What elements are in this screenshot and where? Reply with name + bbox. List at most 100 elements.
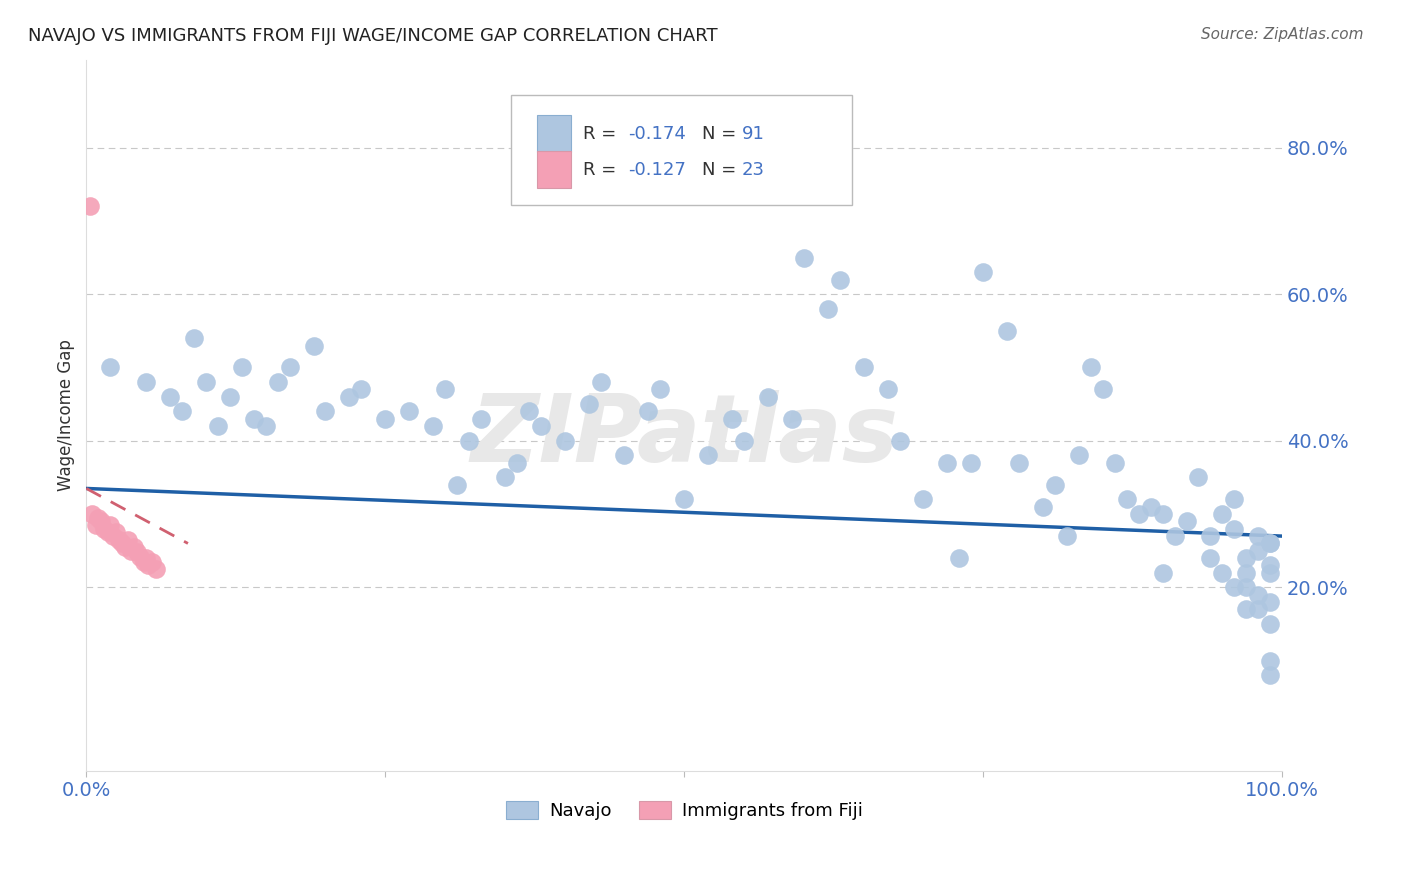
Point <box>1258 558 1281 573</box>
Text: 23: 23 <box>741 161 765 178</box>
Point <box>458 434 481 448</box>
Point <box>1234 602 1257 616</box>
Point <box>90 515 112 529</box>
Text: -0.127: -0.127 <box>628 161 686 178</box>
Point <box>1258 536 1281 550</box>
Legend: Navajo, Immigrants from Fiji: Navajo, Immigrants from Fiji <box>501 796 869 826</box>
Point <box>446 477 468 491</box>
Point <box>1234 581 1257 595</box>
Point <box>828 272 851 286</box>
Point <box>422 419 444 434</box>
Point <box>93 522 115 536</box>
Point <box>98 360 121 375</box>
Text: 91: 91 <box>741 125 765 144</box>
Point <box>398 404 420 418</box>
Point <box>995 324 1018 338</box>
Point <box>1008 456 1031 470</box>
Point <box>374 412 396 426</box>
Point <box>1139 500 1161 514</box>
Point <box>314 404 336 418</box>
Point <box>517 404 540 418</box>
Point <box>101 529 124 543</box>
Point <box>948 551 970 566</box>
Point <box>637 404 659 418</box>
Point <box>554 434 576 448</box>
Point <box>194 375 217 389</box>
Point <box>434 383 457 397</box>
Point <box>1258 617 1281 632</box>
Point <box>218 390 240 404</box>
Point <box>852 360 875 375</box>
Point <box>1223 522 1246 536</box>
Point <box>530 419 553 434</box>
Point <box>141 555 163 569</box>
Point <box>159 390 181 404</box>
Point <box>697 449 720 463</box>
Point <box>82 507 104 521</box>
Text: NAVAJO VS IMMIGRANTS FROM FIJI WAGE/INCOME GAP CORRELATION CHART: NAVAJO VS IMMIGRANTS FROM FIJI WAGE/INCO… <box>28 27 717 45</box>
Point <box>266 375 288 389</box>
Point <box>1080 360 1102 375</box>
Point <box>1234 566 1257 580</box>
Point <box>207 419 229 434</box>
Point <box>122 540 145 554</box>
Point <box>120 543 142 558</box>
Text: Source: ZipAtlas.com: Source: ZipAtlas.com <box>1201 27 1364 42</box>
Point <box>1234 551 1257 566</box>
Point <box>1056 529 1078 543</box>
Point <box>1175 515 1198 529</box>
Point <box>733 434 755 448</box>
Point <box>889 434 911 448</box>
Point <box>1152 566 1174 580</box>
Point <box>673 492 696 507</box>
Point <box>650 383 672 397</box>
Point <box>817 301 839 316</box>
Point <box>780 412 803 426</box>
Point <box>145 562 167 576</box>
Point <box>105 525 128 540</box>
Point <box>98 518 121 533</box>
Point <box>114 540 136 554</box>
Point <box>1199 529 1222 543</box>
FancyBboxPatch shape <box>510 95 852 205</box>
Text: -0.174: -0.174 <box>628 125 686 144</box>
Point <box>84 518 107 533</box>
Point <box>1104 456 1126 470</box>
Point <box>960 456 983 470</box>
Point <box>1115 492 1137 507</box>
Point <box>1247 543 1270 558</box>
Point <box>1223 581 1246 595</box>
Point <box>278 360 301 375</box>
Point <box>506 456 529 470</box>
Point <box>117 533 139 547</box>
Point <box>613 449 636 463</box>
Point <box>1258 566 1281 580</box>
Point <box>132 555 155 569</box>
Point <box>721 412 744 426</box>
Text: R =: R = <box>582 161 621 178</box>
Point <box>972 265 994 279</box>
Point <box>1211 566 1233 580</box>
Text: R =: R = <box>582 125 621 144</box>
Point <box>1128 507 1150 521</box>
Point <box>339 390 361 404</box>
Point <box>1032 500 1054 514</box>
Point <box>254 419 277 434</box>
Point <box>129 549 152 564</box>
Point <box>135 551 157 566</box>
Point <box>1091 383 1114 397</box>
Point <box>470 412 492 426</box>
Point <box>135 375 157 389</box>
Point <box>1247 602 1270 616</box>
Point <box>494 470 516 484</box>
Point <box>1199 551 1222 566</box>
Point <box>1211 507 1233 521</box>
Point <box>125 545 148 559</box>
Point <box>793 251 815 265</box>
Point <box>1247 588 1270 602</box>
Text: N =: N = <box>702 125 742 144</box>
Point <box>138 558 160 573</box>
Point <box>242 412 264 426</box>
Point <box>97 525 120 540</box>
Point <box>912 492 935 507</box>
